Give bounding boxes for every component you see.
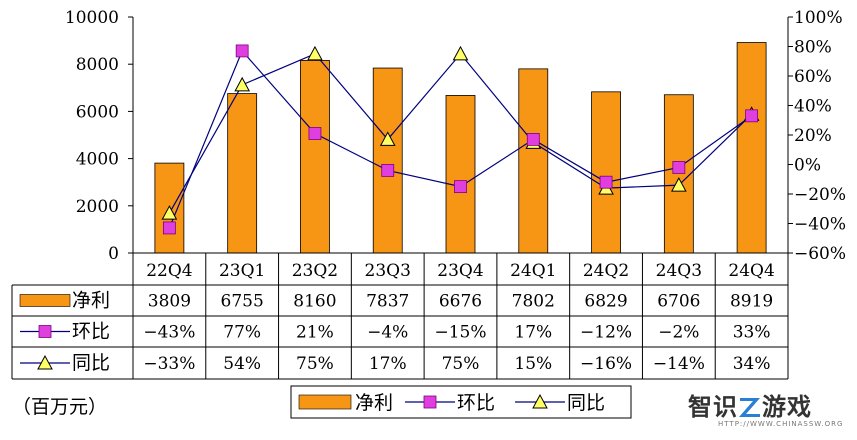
point-square <box>672 161 686 174</box>
table-cell-value: 8919 <box>730 292 773 312</box>
point-triangle <box>379 131 396 146</box>
y-left-tick-label: 0 <box>108 244 119 264</box>
table-cell-value: 33% <box>733 323 771 343</box>
x-tick-label: 23Q4 <box>437 261 483 281</box>
table-cell-value: 3809 <box>148 292 191 312</box>
point-triangle <box>670 177 687 192</box>
bar <box>227 93 258 254</box>
bar <box>736 42 767 254</box>
watermark-text: 智识 游戏 <box>688 393 812 421</box>
table-cell-value: 21% <box>296 323 334 343</box>
bar <box>663 94 694 254</box>
point-square <box>526 133 540 146</box>
point-triangle <box>452 45 469 61</box>
table-cell-value: −15% <box>434 323 486 343</box>
legend-label: 同比 <box>567 392 605 414</box>
legend-label: 环比 <box>457 392 495 414</box>
table-key-bar <box>19 294 71 307</box>
x-tick-label: 23Q1 <box>219 261 265 281</box>
y-left-tick-label: 2000 <box>76 197 119 217</box>
point-triangle <box>161 205 178 220</box>
table-cell-value: 6829 <box>584 292 627 312</box>
table-cell-value: 75% <box>296 354 334 374</box>
table-cell-value: 77% <box>223 323 261 343</box>
point-square <box>308 127 322 140</box>
y-right-tick-label: 80% <box>794 38 832 58</box>
x-tick-label: 24Q3 <box>656 261 702 281</box>
y-right-tick-label: 0% <box>794 156 821 176</box>
y-right-tick-label: 60% <box>794 67 832 87</box>
bar <box>300 60 330 254</box>
x-tick-label: 22Q4 <box>146 261 192 281</box>
bar <box>445 95 476 254</box>
y-left-tick-label: 6000 <box>76 102 119 122</box>
legend-key-bar <box>298 394 352 410</box>
x-tick-label: 24Q4 <box>728 261 774 281</box>
table-row-label: 净利 <box>72 290 110 312</box>
table-cell-value: 34% <box>733 354 771 374</box>
y-right-tick-label: 20% <box>794 126 832 146</box>
y-right-tick-label: 40% <box>794 97 832 117</box>
table-cell-value: 7837 <box>366 292 409 312</box>
y-right-tick-label: −40% <box>794 215 846 235</box>
unit-note: （百万元） <box>12 396 108 418</box>
y-right-tick-label: 100% <box>794 8 843 28</box>
table-cell-value: 6755 <box>221 292 264 312</box>
point-square <box>599 175 613 189</box>
bar <box>372 67 403 254</box>
point-square <box>454 180 467 194</box>
table-row-label: 同比 <box>72 352 110 374</box>
x-tick-label: 23Q3 <box>365 261 411 281</box>
bar <box>591 91 621 254</box>
table-cell-value: −2% <box>658 323 699 343</box>
point-square <box>235 44 249 58</box>
table-cell-value: 7802 <box>512 292 555 312</box>
table-cell-value: 8160 <box>293 292 336 312</box>
table-cell-value: −12% <box>580 323 632 343</box>
watermark-logo: 智识 游戏 HTTP://WWW.CHINASSW.ORG <box>688 394 848 436</box>
table-cell-value: −16% <box>580 354 632 374</box>
point-square <box>745 109 759 123</box>
legend-label: 净利 <box>355 392 393 414</box>
legend-key-triangle <box>532 393 548 409</box>
table-cell-value: −14% <box>653 354 705 374</box>
point-square <box>381 163 395 177</box>
watermark-url: HTTP://WWW.CHINASSW.ORG <box>718 420 844 428</box>
table-row-label: 环比 <box>72 321 110 343</box>
y-right-tick-label: −60% <box>794 244 846 264</box>
x-tick-label: 24Q2 <box>583 261 629 281</box>
y-left-tick-label: 4000 <box>76 150 119 170</box>
table-key-triangle <box>37 354 53 370</box>
table-cell-value: −4% <box>367 323 408 343</box>
table-cell-value: 15% <box>514 354 552 374</box>
point-triangle <box>307 45 323 61</box>
y-left-tick-label: 10000 <box>65 8 119 28</box>
table-cell-value: 17% <box>514 323 552 343</box>
legend-key-square <box>423 395 437 409</box>
watermark-z-icon <box>739 398 760 417</box>
table-cell-value: 17% <box>369 354 407 374</box>
x-tick-label: 24Q1 <box>510 261 556 281</box>
bar <box>518 68 549 254</box>
table-cell-value: −33% <box>143 354 195 374</box>
table-cell-value: 6706 <box>657 292 700 312</box>
y-right-tick-label: −20% <box>794 185 846 205</box>
table-cell-value: 54% <box>223 354 261 374</box>
table-key-square <box>38 325 52 338</box>
point-square <box>162 221 176 235</box>
x-tick-label: 23Q2 <box>292 261 338 281</box>
table-cell-value: 6676 <box>439 292 482 312</box>
table-cell-value: −43% <box>143 323 195 343</box>
point-triangle <box>234 76 251 92</box>
y-left-tick-label: 8000 <box>76 55 119 75</box>
table-cell-value: 75% <box>442 354 480 374</box>
